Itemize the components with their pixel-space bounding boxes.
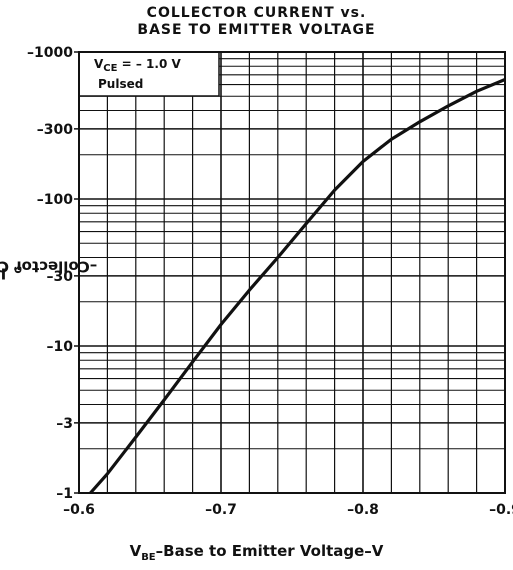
plot-frame xyxy=(78,51,506,494)
y-tick-label: –10 xyxy=(47,339,74,355)
tick-labels: –0.6 –0.7 –0.8 –0.9 –1 –3 –10 –30 –100 –300 –1000 xyxy=(27,45,513,518)
vce-symbol: V xyxy=(94,57,104,71)
y-tick-label: –3 xyxy=(56,416,73,432)
vce-value: = – 1.0 V xyxy=(117,57,181,71)
chart-title-line-2: BASE TO EMITTER VOLTAGE xyxy=(137,22,376,38)
series-ic-vs-vbe xyxy=(89,78,506,495)
y-tick-label: –30 xyxy=(47,269,74,285)
x-axis-label: VBE–Base to Emitter Voltage–V xyxy=(129,542,384,563)
conditions-box xyxy=(78,51,220,97)
x-tick-label: –0.6 xyxy=(63,502,95,518)
x-tick-label: –0.9 xyxy=(489,502,513,518)
y-tick-label: –1 xyxy=(56,486,73,502)
y-tick-label: –300 xyxy=(37,122,73,138)
grid-lines xyxy=(79,52,505,493)
y-tick-label: –1000 xyxy=(27,45,73,61)
x-tick-label: –0.8 xyxy=(347,502,379,518)
x-tick-label: –0.7 xyxy=(205,502,237,518)
chart-title-line-1: COLLECTOR CURRENT vs. xyxy=(146,5,367,21)
conditions-vce: VCE = – 1.0 V xyxy=(94,57,181,74)
conditions-mode: Pulsed xyxy=(98,77,143,91)
y-tick-label: –100 xyxy=(37,192,73,208)
vce-subscript: CE xyxy=(103,63,117,74)
